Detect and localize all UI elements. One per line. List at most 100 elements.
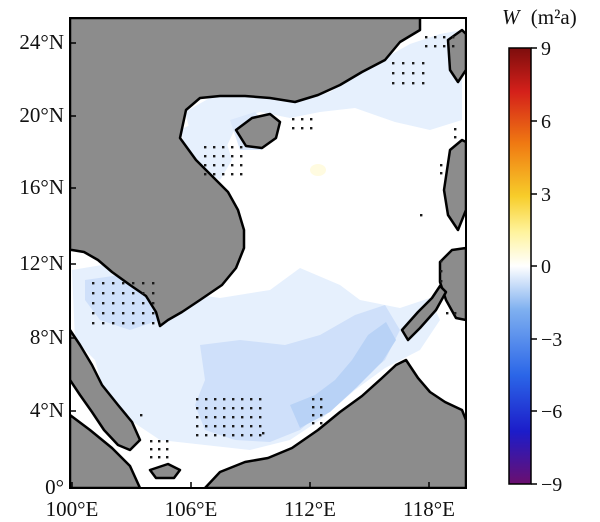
- stipple-dot: [102, 292, 105, 295]
- stipple-dot: [422, 62, 425, 65]
- stipple-dot: [231, 155, 234, 158]
- stipple-dot: [92, 302, 95, 305]
- stipple-dot: [142, 292, 145, 295]
- stipple-dot: [196, 434, 199, 437]
- stipple-dot: [112, 312, 115, 315]
- stipple-dot: [425, 45, 428, 48]
- stipple-dot: [241, 425, 244, 428]
- stipple-dot: [213, 155, 216, 158]
- colorbar-tick-label: −6: [541, 401, 562, 423]
- stipple-dot: [132, 282, 135, 285]
- stipple-dot: [152, 322, 155, 325]
- stipple-dot: [205, 434, 208, 437]
- stipple-dot: [240, 164, 243, 167]
- stipple-dot: [150, 440, 153, 443]
- stipple-dot: [132, 312, 135, 315]
- stipple-dot: [142, 322, 145, 325]
- land: [70, 18, 466, 488]
- colorbar-bar: [508, 47, 532, 485]
- stipple-dot: [142, 282, 145, 285]
- stipple-dot: [232, 434, 235, 437]
- stipple-dot: [402, 62, 405, 65]
- lon-axis: 100°E 106°E 112°E 118°E: [46, 497, 455, 521]
- stipple-dot: [259, 425, 262, 428]
- colorbar-tick-label: −3: [541, 329, 562, 351]
- stipple-dot: [92, 322, 95, 325]
- stipple-dot: [454, 128, 457, 131]
- stipple-dot: [320, 414, 323, 417]
- stipple-dot: [310, 118, 313, 121]
- stipple-dot: [452, 45, 455, 48]
- lon-tick-label: 106°E: [165, 497, 218, 521]
- stipple-dot: [320, 406, 323, 409]
- colorbar-title-unit: (m²a): [531, 5, 577, 29]
- stipple-dot: [205, 398, 208, 401]
- stipple-dot: [214, 407, 217, 410]
- land-philippines-south: [438, 246, 466, 322]
- stipple-dot: [446, 312, 449, 315]
- shade-mid-south: [195, 305, 400, 442]
- stipple-dot: [402, 82, 405, 85]
- stipple-dot: [92, 312, 95, 315]
- colorbar-tick-label: 9: [541, 38, 551, 60]
- stipple-dot: [213, 164, 216, 167]
- stipple-dot: [250, 398, 253, 401]
- stipple-dot: [232, 398, 235, 401]
- faint-positive-spot: [310, 164, 326, 176]
- stipple-dot: [102, 282, 105, 285]
- stipple-dot: [142, 312, 145, 315]
- colorbar-title-variable: W: [502, 5, 522, 29]
- colorbar-tick-label: 0: [541, 256, 551, 278]
- stipple-dot: [102, 302, 105, 305]
- stipple-dot: [122, 282, 125, 285]
- land-philippines-luzon: [442, 138, 466, 232]
- stipple-dot: [259, 407, 262, 410]
- land-hainan: [234, 112, 282, 150]
- stipple-dot: [320, 422, 323, 425]
- shade-light-north: [185, 30, 462, 168]
- stipple-dot: [204, 173, 207, 176]
- shade-strong-south: [290, 322, 396, 428]
- stipple-dot: [402, 72, 405, 75]
- stipple-dot: [241, 398, 244, 401]
- stipple-dot: [250, 407, 253, 410]
- stipple-dot: [422, 72, 425, 75]
- stipple-dot: [214, 434, 217, 437]
- stipple-dot: [440, 164, 443, 167]
- stipple-dot: [320, 398, 323, 401]
- stipple-dot: [158, 448, 161, 451]
- stipple-dot: [312, 406, 315, 409]
- stipple-dot: [452, 36, 455, 39]
- stipple-dot: [205, 416, 208, 419]
- stipple-dot: [434, 36, 437, 39]
- stipple-dot: [196, 398, 199, 401]
- stipple-dot: [223, 434, 226, 437]
- stipple-dot: [443, 45, 446, 48]
- stipple-dot: [112, 282, 115, 285]
- stipple-dot: [420, 214, 423, 217]
- stipple-dot: [241, 416, 244, 419]
- stipple-dot: [205, 407, 208, 410]
- stipple-dot: [312, 422, 315, 425]
- stipple-dot: [92, 282, 95, 285]
- stipple-dot: [250, 425, 253, 428]
- stipple-dot: [443, 36, 446, 39]
- stipple-dot: [122, 302, 125, 305]
- stipple-dot: [425, 36, 428, 39]
- stipple-dot: [223, 407, 226, 410]
- stipple-dot: [422, 82, 425, 85]
- land-sumatra: [70, 413, 142, 488]
- stipple-dot: [102, 322, 105, 325]
- stipple-dot: [310, 127, 313, 130]
- stipple-dot: [232, 407, 235, 410]
- stipple-dot: [412, 82, 415, 85]
- stipple-dot: [152, 282, 155, 285]
- lon-tick-label: 118°E: [403, 497, 455, 521]
- stipple-dot: [240, 146, 243, 149]
- colorbar-tick-label: 3: [541, 184, 551, 206]
- lat-tick-label: 24°N: [19, 30, 64, 54]
- colorbar-tick-label: −9: [541, 474, 562, 496]
- stipple-dot: [166, 440, 169, 443]
- stipple-dot: [440, 280, 443, 283]
